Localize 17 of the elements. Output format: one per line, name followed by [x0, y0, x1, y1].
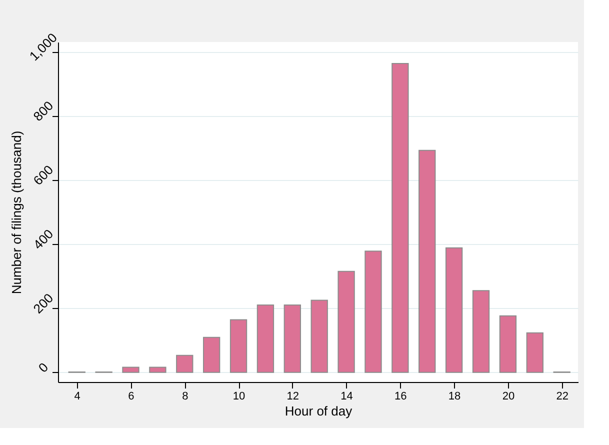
y-tick-label: 800	[30, 98, 56, 124]
x-tick-label: 4	[74, 390, 80, 402]
x-axis-title: Hour of day	[284, 404, 353, 418]
x-tick-label: 12	[286, 390, 300, 402]
y-tick-label: 0	[35, 360, 52, 376]
y-tick-label: 600	[30, 162, 56, 188]
x-tick-label: 10	[232, 390, 246, 402]
x-tick-label: 14	[340, 390, 353, 402]
y-tick-label: 200	[30, 290, 56, 316]
y-tick-label: 400	[30, 226, 56, 252]
x-tick-label: 6	[128, 390, 134, 402]
y-axis-title: Number of filings (thousand)	[8, 130, 24, 294]
x-tick-label: 22	[556, 390, 568, 402]
x-tick-label: 18	[448, 390, 461, 402]
x-tick-label: 8	[182, 390, 188, 402]
x-tick-label: 20	[502, 390, 515, 402]
x-tick-label: 16	[394, 390, 407, 402]
